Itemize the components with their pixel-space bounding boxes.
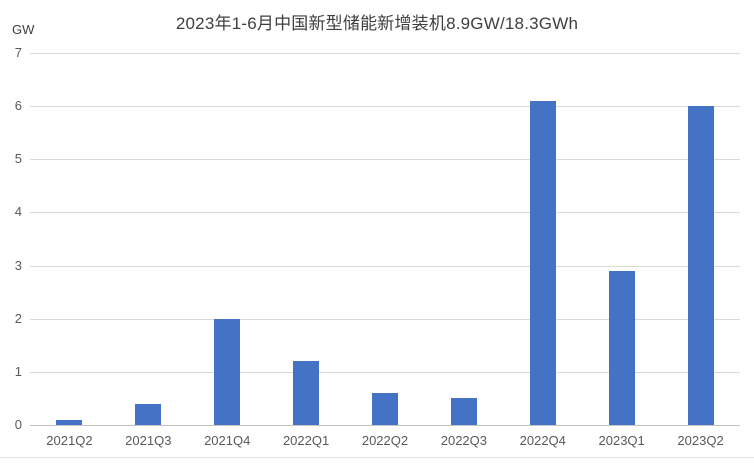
gridline-0 — [30, 425, 740, 426]
chart-title: 2023年1-6月中国新型储能新增装机8.9GW/18.3GWh — [175, 14, 579, 33]
x-label-2023Q1: 2023Q1 — [598, 433, 645, 448]
x-label-2021Q2: 2021Q2 — [46, 433, 93, 448]
y-tick-label-4: 4 — [14, 204, 22, 220]
y-tick-label-3: 3 — [14, 257, 22, 273]
x-label-2021Q3: 2021Q3 — [125, 433, 172, 448]
x-label-2022Q1: 2022Q1 — [282, 433, 330, 448]
gridline-2 — [30, 318, 740, 320]
y-axis-unit-label: GW — [12, 22, 35, 37]
x-label-2023Q2: 2023Q2 — [677, 433, 724, 448]
gridline-6 — [30, 106, 740, 108]
gridline-7 — [30, 53, 740, 54]
gridline-3 — [30, 265, 740, 267]
bar-2022Q1 — [293, 361, 320, 425]
y-tick-label-5: 5 — [14, 151, 22, 167]
y-tick-label-6: 6 — [14, 98, 22, 114]
bar-2023Q2 — [687, 106, 714, 425]
y-tick-label-7: 7 — [14, 45, 22, 60]
bar-2022Q3 — [450, 398, 477, 425]
bar-2022Q4 — [529, 100, 556, 425]
x-label-2022Q3: 2022Q3 — [440, 433, 487, 448]
bar-2022Q2 — [372, 393, 398, 425]
plot-area — [30, 53, 740, 426]
gridline-1 — [30, 371, 740, 373]
gridline-5 — [30, 159, 740, 161]
bar-2023Q1 — [608, 270, 635, 425]
x-label-2022Q2: 2022Q2 — [361, 433, 409, 448]
y-tick-label-1: 1 — [14, 363, 22, 379]
bar-2021Q2 — [56, 419, 83, 425]
bar-2021Q4 — [214, 318, 241, 425]
x-label-2022Q4: 2022Q4 — [519, 433, 566, 448]
gridline-4 — [30, 212, 740, 214]
bottom-divider — [0, 457, 754, 458]
bar-2021Q3 — [135, 403, 162, 425]
x-label-2021Q4: 2021Q4 — [204, 433, 251, 448]
y-tick-label-2: 2 — [14, 310, 22, 326]
y-tick-label-0: 0 — [14, 417, 22, 432]
